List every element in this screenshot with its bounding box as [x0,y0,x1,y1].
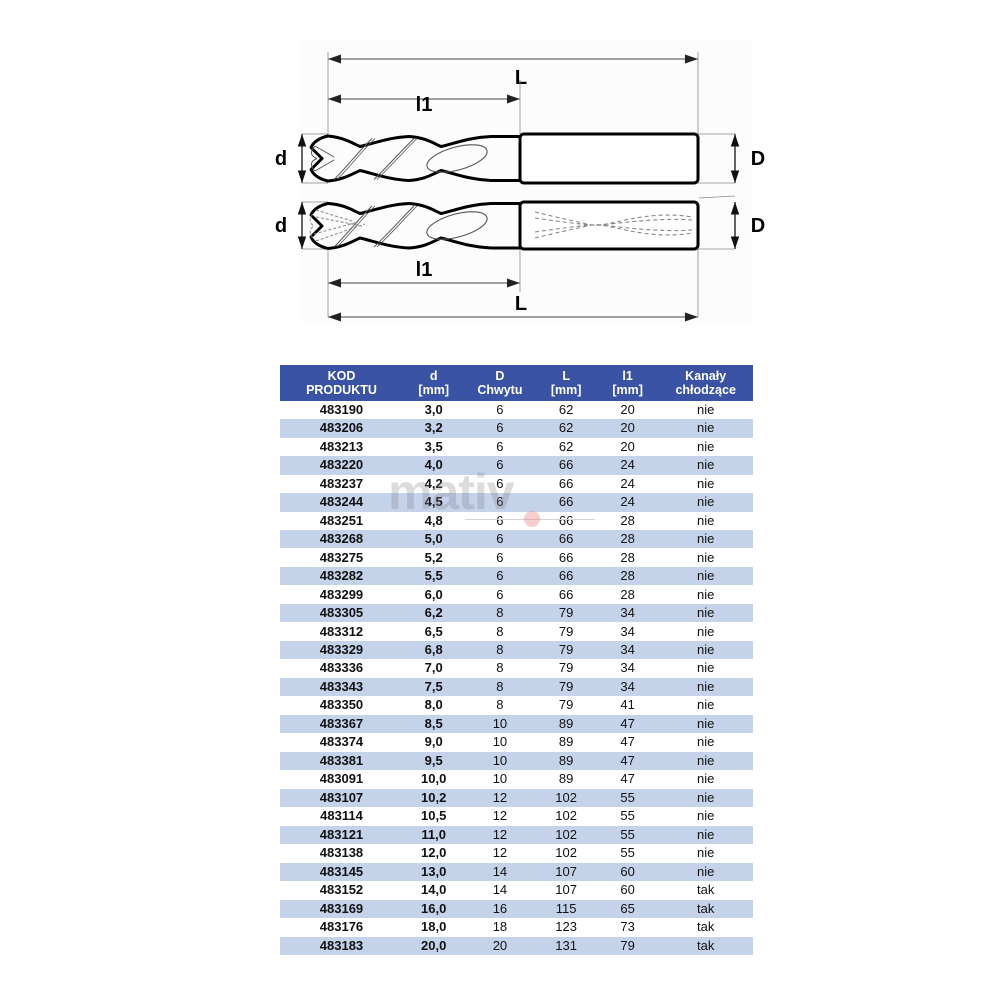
svg-text:d: d [275,215,287,237]
svg-text:d: d [275,148,287,170]
svg-text:L: L [515,67,527,89]
svg-text:l1: l1 [416,94,433,116]
svg-text:l1: l1 [416,259,433,281]
svg-text:L: L [515,293,527,315]
svg-text:D: D [751,148,765,170]
svg-text:D: D [751,215,765,237]
